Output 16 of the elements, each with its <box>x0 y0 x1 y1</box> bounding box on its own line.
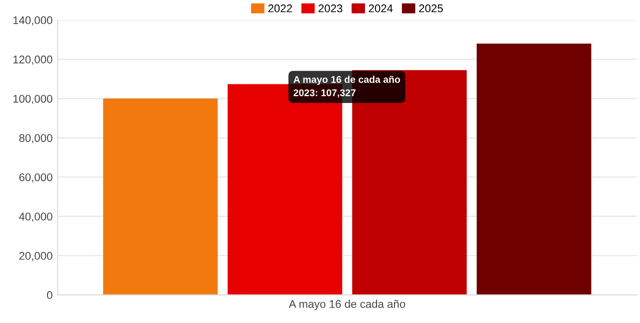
bar <box>103 98 218 295</box>
x-tick-label: A mayo 16 de cada año <box>288 300 406 310</box>
legend-label: 2023 <box>318 4 342 12</box>
legend-label: 2022 <box>268 4 292 12</box>
y-tick-label: 40,000 <box>19 212 52 222</box>
y-tick-label: 60,000 <box>19 173 52 183</box>
y-tick-label: 80,000 <box>19 134 52 144</box>
bar <box>476 44 592 295</box>
legend-label: 2024 <box>368 4 393 12</box>
y-tick-label: 20,000 <box>19 252 52 262</box>
y-tick-label: 100,000 <box>13 94 52 104</box>
annotation: A mayo 16 de cada año 2023: 107,327 <box>294 76 400 98</box>
y-tick-label: 140,000 <box>13 16 52 26</box>
y-tick-label: 0 <box>46 291 52 300</box>
y-tick-label: 120,000 <box>13 56 52 65</box>
legend-label: 2025 <box>419 4 443 12</box>
